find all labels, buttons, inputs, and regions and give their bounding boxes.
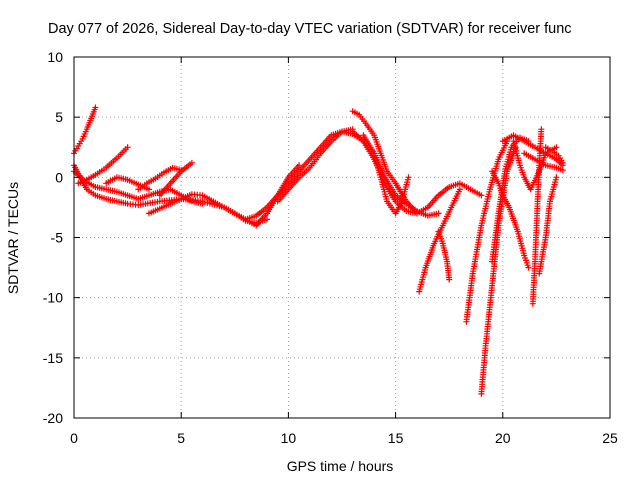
grid-layer: [74, 57, 610, 418]
x-tick-label: 10: [281, 430, 297, 446]
data-layer: [71, 104, 566, 397]
y-tick-label: 5: [55, 109, 63, 125]
y-tick-label: -20: [43, 410, 63, 426]
series-track-6: [135, 164, 185, 193]
x-tick-label: 5: [177, 430, 185, 446]
x-axis-title: GPS time / hours: [287, 458, 394, 474]
x-tick-label: 25: [602, 430, 618, 446]
series-track-4: [75, 144, 131, 187]
series-track-1: [71, 104, 99, 157]
series-track-28: [542, 144, 566, 166]
series-track-24: [529, 126, 545, 307]
series-track-10: [253, 162, 303, 229]
x-tick-label: 20: [495, 430, 511, 446]
series-track-11: [274, 126, 356, 205]
x-tick-label: 0: [70, 430, 78, 446]
series-track-16: [392, 180, 485, 217]
y-tick-label: 0: [55, 169, 63, 185]
y-tick-label: -5: [51, 230, 64, 246]
series-track-7: [146, 191, 270, 227]
series-track-8: [156, 159, 195, 199]
y-axis-title: SDTVAR / TECUs: [5, 182, 21, 294]
series-track-12: [349, 108, 399, 187]
y-tick-label: -15: [43, 350, 63, 366]
y-tick-label: 10: [47, 49, 63, 65]
y-tick-label: -10: [43, 290, 63, 306]
series-track-19: [463, 138, 511, 325]
series-track-27: [521, 150, 566, 174]
series-track-26: [499, 132, 566, 169]
series-track-25: [536, 174, 560, 277]
chart-title: Day 077 of 2026, Sidereal Day-to-day VTE…: [48, 21, 572, 37]
tick-layer: 0 5 10 15 20 25 -20 -15 -10 -5 0 5 10: [43, 49, 618, 446]
x-tick-label: 15: [388, 430, 404, 446]
series-track-22: [489, 168, 532, 271]
series-track-18: [435, 228, 453, 283]
